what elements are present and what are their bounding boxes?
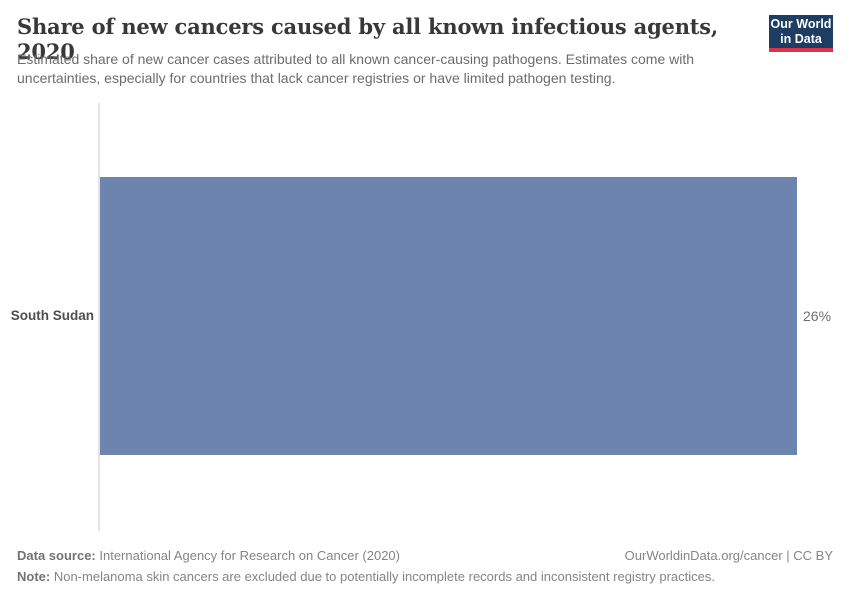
chart-subtitle: Estimated share of new cancer cases attr…: [17, 51, 695, 86]
owid-logo-line2: in Data: [780, 31, 822, 46]
owid-cc-link[interactable]: OurWorldinData.org/cancer | CC BY: [624, 548, 833, 563]
chart-title: Share of new cancers caused by all known…: [17, 14, 719, 64]
owid-logo[interactable]: Our World in Data: [769, 15, 833, 52]
data-source-value: International Agency for Research on Can…: [95, 548, 400, 563]
y-axis-line: [98, 103, 100, 531]
data-source-text: Data source: International Agency for Re…: [17, 548, 400, 563]
data-source-label: Data source:: [17, 548, 96, 563]
note-label: Note:: [17, 569, 51, 584]
footer-source-row: Data source: International Agency for Re…: [17, 548, 833, 563]
footer-note-row: Note: Non-melanoma skin cancers are excl…: [17, 569, 833, 584]
value-label: 26%: [803, 308, 832, 324]
entity-label: South Sudan: [10, 308, 94, 323]
note-value: Non-melanoma skin cancers are excluded d…: [50, 569, 715, 584]
bar-south-sudan[interactable]: [100, 177, 797, 455]
owid-logo-line1: Our World: [770, 16, 832, 31]
